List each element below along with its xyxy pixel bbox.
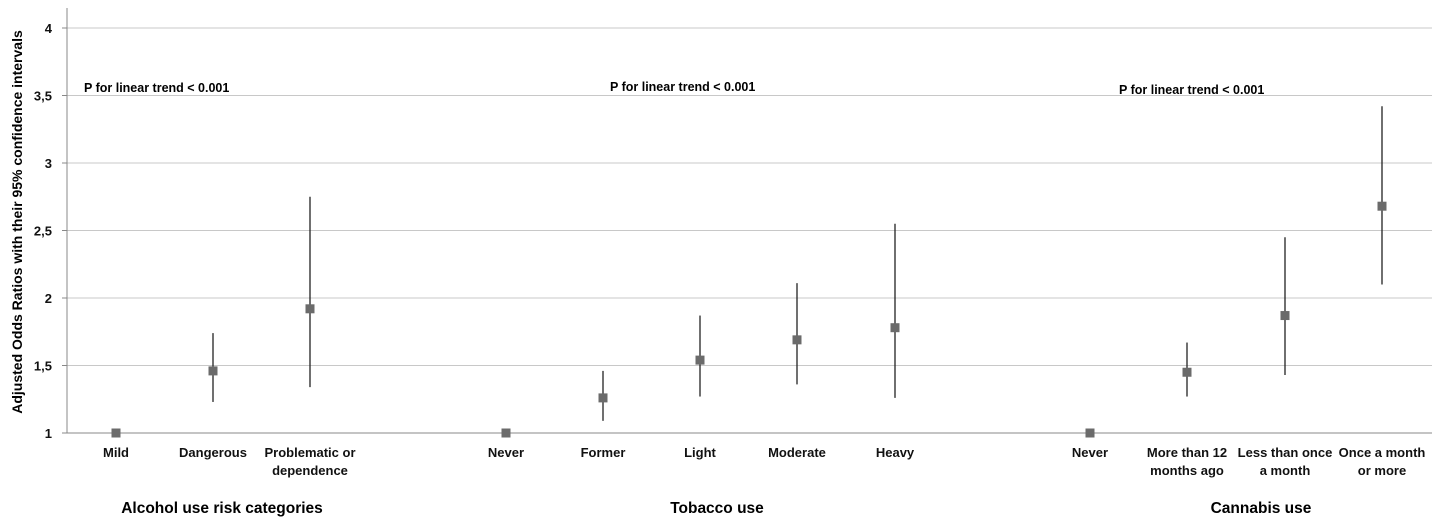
axes: [62, 8, 1432, 434]
x-tick-label: Heavy: [876, 445, 915, 460]
x-tick-label: Problematic or: [264, 445, 355, 460]
x-tick-label: Light: [684, 445, 716, 460]
x-tick-label: dependence: [272, 463, 348, 478]
point-marker: [305, 304, 315, 314]
x-tick-label: Mild: [103, 445, 129, 460]
trend-annotation: P for linear trend < 0.001: [1119, 83, 1264, 97]
gridlines: [67, 27, 1432, 366]
group-label: Alcohol use risk categories: [121, 500, 323, 517]
x-tick-label: More than 12: [1147, 445, 1227, 460]
point-marker: [598, 393, 608, 403]
x-tick-label: Once a month: [1339, 445, 1426, 460]
y-tick-label: 1: [45, 426, 52, 441]
x-tick-label: Former: [581, 445, 626, 460]
data-marks: [111, 106, 1387, 438]
y-tick-label: 3: [45, 156, 52, 171]
x-tick-label: Never: [488, 445, 524, 460]
x-tick-label: months ago: [1150, 463, 1224, 478]
y-tick-labels: 1 1,5 2 2,5 3 3,5 4: [34, 21, 53, 441]
x-tick-label: Never: [1072, 445, 1108, 460]
y-tick-label: 4: [45, 21, 53, 36]
point-marker: [208, 366, 218, 376]
y-axis-label: Adjusted Odds Ratios with their 95% conf…: [9, 30, 25, 414]
x-tick-labels: Mild Dangerous Problematic or dependence Nev…: [103, 445, 1425, 478]
x-tick-label: Moderate: [768, 445, 826, 460]
x-tick-label: Dangerous: [179, 445, 247, 460]
trend-annotation: P for linear trend < 0.001: [84, 81, 229, 95]
point-marker: [890, 323, 900, 333]
x-tick-label: or more: [1358, 463, 1406, 478]
x-tick-label: Less than once: [1238, 445, 1333, 460]
point-marker: [695, 355, 705, 365]
y-tick-label: 2,5: [34, 224, 52, 239]
group-labels: Alcohol use risk categories Tobacco use Ca…: [121, 500, 1312, 517]
point-marker: [1280, 311, 1290, 321]
group-label: Tobacco use: [670, 500, 764, 517]
point-marker: [1377, 201, 1387, 211]
point-marker: [792, 335, 802, 345]
x-tick-label: a month: [1260, 463, 1311, 478]
trend-annotation: P for linear trend < 0.001: [610, 80, 755, 94]
point-marker: [111, 428, 121, 438]
y-tick-label: 1,5: [34, 359, 52, 374]
point-marker: [1182, 367, 1192, 377]
y-tick-label: 2: [45, 291, 52, 306]
point-marker: [501, 428, 511, 438]
y-tick-label: 3,5: [34, 89, 52, 104]
group-label: Cannabis use: [1211, 500, 1312, 517]
point-marker: [1085, 428, 1095, 438]
annotations: P for linear trend < 0.001 P for linear t…: [84, 80, 1264, 97]
